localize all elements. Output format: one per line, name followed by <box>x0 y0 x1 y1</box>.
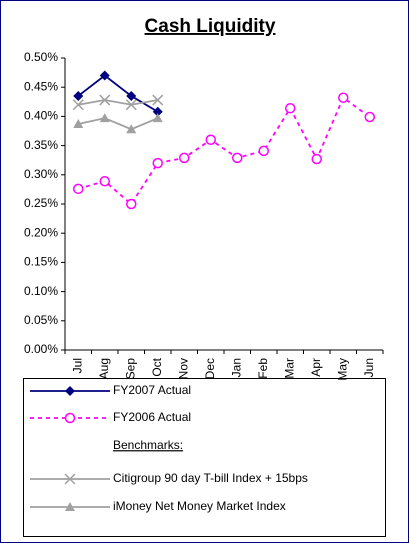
y-tick-label: 0.10% <box>24 284 58 298</box>
marker <box>258 145 269 157</box>
legend-marker <box>64 412 76 424</box>
marker <box>73 183 84 195</box>
y-tick-label: 0.40% <box>24 109 58 123</box>
legend-marker <box>64 473 76 485</box>
y-tick-label: 0.50% <box>24 50 58 64</box>
legend-marker <box>65 502 75 511</box>
marker <box>311 153 322 165</box>
series-line <box>78 96 371 206</box>
y-tick-label: 0.20% <box>24 225 58 239</box>
marker <box>126 124 137 134</box>
legend-subheading: Benchmarks: <box>113 438 183 452</box>
marker <box>179 152 190 164</box>
y-tick-label: 0.15% <box>24 255 58 269</box>
x-tick-label: Sep <box>123 358 137 380</box>
marker <box>73 118 84 128</box>
y-tick-label: 0.30% <box>24 167 58 181</box>
marker <box>205 134 216 146</box>
marker <box>126 198 137 210</box>
legend-label: iMoney Net Money Market Index <box>113 499 286 513</box>
x-tick-label: Jun <box>362 358 376 377</box>
x-tick-label: Jul <box>70 358 84 373</box>
marker <box>285 102 296 114</box>
y-tick-label: 0.35% <box>24 138 58 152</box>
marker <box>72 99 84 111</box>
series-line <box>77 74 159 113</box>
series-line <box>78 117 159 131</box>
marker <box>232 152 243 164</box>
legend-label: Citigroup 90 day T-bill Index + 15bps <box>113 471 308 485</box>
marker <box>99 175 110 187</box>
marker <box>73 90 84 101</box>
legend-box <box>23 378 386 537</box>
legend-label: FY2007 Actual <box>113 383 191 397</box>
x-tick-label: Oct <box>150 357 164 376</box>
y-tick-label: 0.05% <box>24 313 58 327</box>
legend-marker <box>65 386 75 396</box>
x-tick-label: Feb <box>256 358 270 379</box>
x-tick-label: Mar <box>282 358 296 379</box>
x-tick-label: Aug <box>97 358 111 379</box>
y-tick-label: 0.00% <box>24 342 58 356</box>
marker <box>99 113 110 123</box>
y-tick-label: 0.25% <box>24 196 58 210</box>
marker <box>126 90 137 101</box>
marker <box>364 111 375 123</box>
marker <box>152 157 163 169</box>
marker <box>338 92 349 103</box>
marker <box>152 113 163 123</box>
x-tick-label: Dec <box>203 358 217 379</box>
x-tick-label: May <box>335 358 349 381</box>
legend-label: FY2006 Actual <box>113 410 191 424</box>
marker <box>152 94 164 106</box>
chart-title: Cash Liquidity <box>145 16 276 37</box>
marker <box>152 106 163 117</box>
marker <box>99 70 110 81</box>
x-tick-label: Jan <box>229 358 243 377</box>
x-tick-label: Nov <box>176 358 190 379</box>
marker <box>99 94 111 106</box>
marker <box>125 99 137 111</box>
x-tick-label: Apr <box>309 358 323 377</box>
y-tick-label: 0.45% <box>24 79 58 93</box>
series-line <box>78 99 158 106</box>
